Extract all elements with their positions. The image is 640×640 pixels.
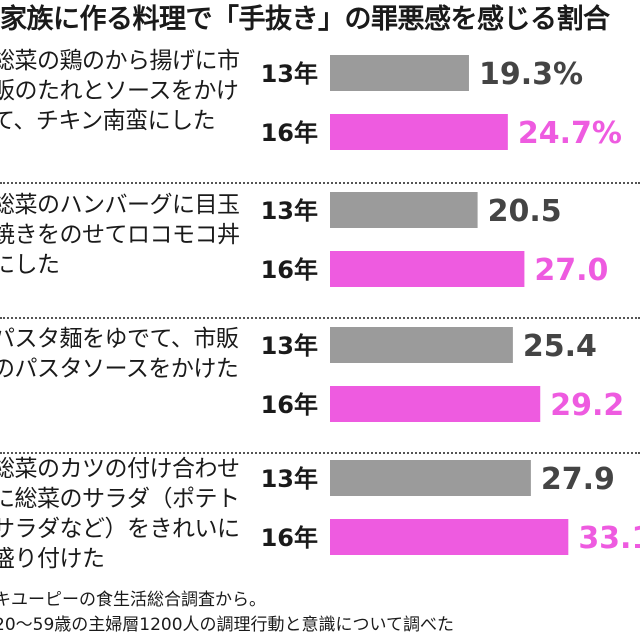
group-separator: [0, 182, 640, 184]
bar-1-13: [330, 55, 469, 91]
data-label: 24.7%: [518, 116, 622, 151]
bar-chart: 13年 19.3% 16年 24.7% 13年 20.5 16年 27.0 13年 25.4 16年…: [261, 55, 640, 556]
bar-2-13: [330, 192, 478, 228]
group-label-2: 総菜のハンバーグに目玉焼きをのせてロコモコ丼にした: [0, 192, 240, 278]
group-label-4: 総菜のカツの付け合わせに総菜のサラダ（ポテトサラダなど）をきれいに盛り付けた: [0, 456, 240, 572]
data-label: 27.0: [534, 253, 608, 288]
group-separator: [0, 452, 640, 454]
data-label: 20.5: [488, 194, 562, 229]
data-label: 25.4: [523, 329, 597, 364]
note-method: 20～59歳の主婦層1200人の調理行動と意識について調べた: [0, 615, 455, 635]
bar-2-16: [330, 251, 525, 287]
series-label: 16年: [261, 119, 318, 147]
series-label: 13年: [261, 60, 318, 88]
chart-title: 家族に作る料理で「手抜き」の罪悪感を感じる割合: [0, 4, 610, 35]
bar-1-16: [330, 114, 508, 150]
bar-3-13: [330, 327, 513, 363]
bar-4-13: [330, 460, 531, 496]
series-label: 16年: [261, 256, 318, 284]
series-label: 16年: [261, 391, 318, 419]
series-label: 13年: [261, 465, 318, 493]
group-label-3: パスタ麺をゆでて、市販のパスタソースをかけた: [0, 326, 239, 382]
bar-3-16: [330, 386, 541, 422]
group-label-1: 総菜の鶏のから揚げに市販のたれとソースをかけて、チキン南蛮にした: [0, 48, 240, 134]
series-label: 13年: [261, 197, 318, 225]
note-source: キユーピーの食生活総合調査から。: [0, 590, 266, 610]
chart-notes: キユーピーの食生活総合調査から。 20～59歳の主婦層1200人の調理行動と意識…: [0, 588, 640, 638]
series-label: 13年: [261, 332, 318, 360]
data-label: 29.2: [550, 388, 624, 423]
data-label: 19.3%: [479, 57, 583, 92]
bar-4-16: [330, 519, 569, 555]
data-label: 27.9: [541, 462, 615, 497]
series-label: 16年: [261, 524, 318, 552]
group-separator: [0, 317, 640, 319]
data-label: 33.1: [578, 521, 640, 556]
